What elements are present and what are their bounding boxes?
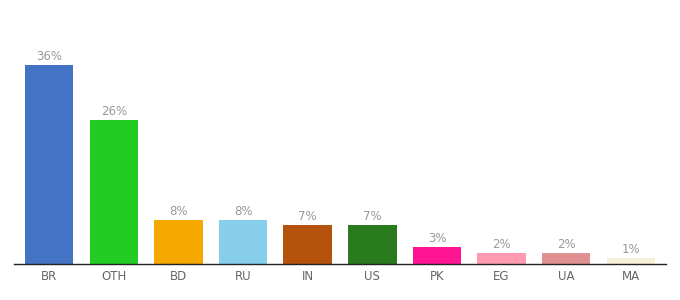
Bar [219,220,267,264]
Bar [542,253,590,264]
Bar [25,65,73,264]
Text: 36%: 36% [36,50,62,63]
Bar [348,225,396,264]
Text: 1%: 1% [622,243,640,256]
Text: 2%: 2% [492,238,511,251]
Text: 7%: 7% [299,210,317,223]
Text: 8%: 8% [234,205,252,218]
Text: 8%: 8% [169,205,188,218]
Bar [90,120,138,264]
Bar [477,253,526,264]
Text: 7%: 7% [363,210,381,223]
Text: 3%: 3% [428,232,446,245]
Bar [607,259,655,264]
Bar [154,220,203,264]
Bar [284,225,332,264]
Bar [413,248,461,264]
Text: 2%: 2% [557,238,575,251]
Text: 26%: 26% [101,105,127,118]
